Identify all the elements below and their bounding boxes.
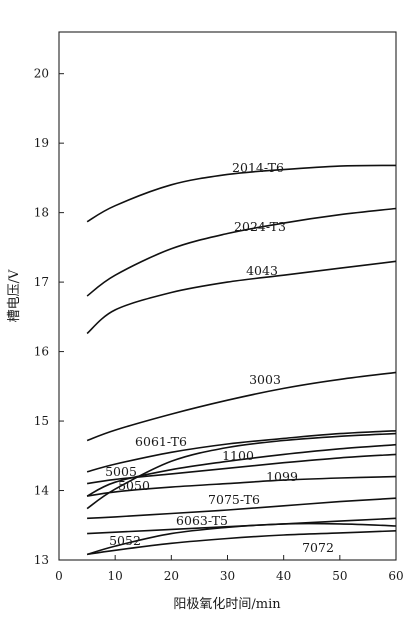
series-line <box>86 430 397 473</box>
y-tick-label: 14 <box>34 484 50 498</box>
series-line <box>86 164 397 223</box>
series-label: 1099 <box>266 469 298 484</box>
series-label: 5005 <box>105 464 137 479</box>
series-line <box>86 443 397 497</box>
series-label: 5050 <box>118 478 150 493</box>
curves-layer <box>86 164 397 556</box>
series-label: 6061-T6 <box>135 434 187 449</box>
y-tick-label: 18 <box>34 206 49 220</box>
x-axis-title: 阳极氧化时间/min <box>173 597 281 612</box>
series-line <box>86 432 397 510</box>
x-tick-label: 50 <box>332 569 347 583</box>
x-tick-label: 20 <box>164 569 179 583</box>
y-tick-label: 19 <box>34 136 49 150</box>
x-tick-label: 40 <box>276 569 291 583</box>
series-line <box>86 371 397 442</box>
y-tick-label: 20 <box>34 67 49 81</box>
ticks-layer: 0 10 20 30 40 50 60 13 14 15 16 17 18 19 20 <box>34 67 404 583</box>
y-axis-title: 槽电压/V <box>7 269 22 322</box>
series-label: 4043 <box>246 263 278 278</box>
series-label: 7072 <box>302 540 334 555</box>
series-label: 2014-T6 <box>232 160 284 175</box>
x-tick-label: 60 <box>388 569 403 583</box>
series-line <box>86 260 397 335</box>
series-line <box>87 497 397 520</box>
labels-layer: 2014-T62024-T3404330036061-T611005005505… <box>105 160 334 555</box>
y-tick-label: 17 <box>34 275 49 289</box>
series-line <box>86 522 397 556</box>
x-tick-label: 0 <box>55 569 63 583</box>
series-line <box>86 207 397 297</box>
y-tick-label: 16 <box>34 345 49 359</box>
series-label: 3003 <box>249 372 281 387</box>
series-line <box>86 475 397 497</box>
series-label: 1100 <box>222 448 254 463</box>
series-line <box>86 453 397 485</box>
series-label: 7075-T6 <box>208 492 260 507</box>
x-tick-label: 10 <box>108 569 123 583</box>
series-label: 5052 <box>109 533 141 548</box>
y-tick-label: 13 <box>34 553 49 567</box>
series-line <box>86 530 397 556</box>
y-tick-label: 15 <box>34 414 49 428</box>
x-tick-label: 30 <box>220 569 235 583</box>
series-label: 6063-T5 <box>176 513 228 528</box>
series-label: 2024-T3 <box>234 219 286 234</box>
